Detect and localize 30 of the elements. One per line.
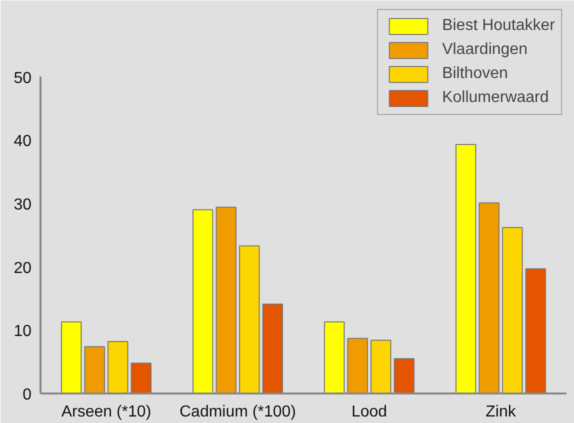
bar bbox=[525, 268, 546, 394]
y-tick-label: 30 bbox=[14, 196, 32, 214]
legend-label: Vlaardingen bbox=[442, 41, 528, 59]
y-tick-label: 20 bbox=[14, 260, 32, 277]
legend-label: Biest Houtakker bbox=[442, 17, 555, 35]
x-tick-label: Arseen (*10) bbox=[61, 404, 152, 420]
bar bbox=[216, 206, 236, 394]
x-tick-label: Lood bbox=[351, 404, 388, 420]
bar bbox=[502, 227, 523, 394]
bar bbox=[84, 346, 105, 394]
y-tick-label: 0 bbox=[22, 386, 32, 404]
legend-label: Bilthoven bbox=[442, 65, 508, 83]
y-tick-label: 40 bbox=[14, 133, 32, 150]
bar bbox=[192, 209, 214, 394]
x-tick-label: Zink bbox=[486, 404, 517, 420]
bar bbox=[478, 202, 500, 394]
bar bbox=[60, 321, 82, 394]
bar bbox=[324, 321, 345, 394]
bar bbox=[370, 340, 392, 394]
bar bbox=[130, 362, 152, 394]
bar bbox=[347, 338, 368, 394]
x-tick-label: Cadmium (*100) bbox=[180, 404, 296, 420]
y-tick-label: 50 bbox=[14, 70, 32, 87]
bar bbox=[394, 358, 415, 394]
bar bbox=[455, 144, 476, 394]
bar bbox=[108, 341, 128, 394]
legend-label: Kollumerwaard bbox=[442, 89, 549, 107]
bar bbox=[262, 304, 284, 394]
y-tick-label: 10 bbox=[14, 323, 32, 340]
bar bbox=[239, 245, 260, 394]
